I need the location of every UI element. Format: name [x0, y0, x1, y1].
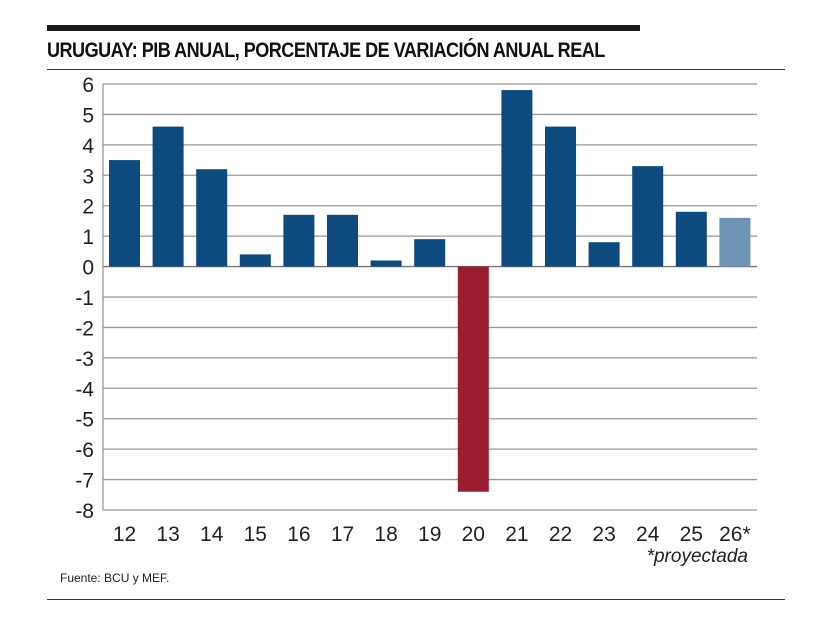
bar-24 — [632, 166, 664, 267]
x-tick-label: 23 — [592, 523, 615, 546]
x-tick-label: 24 — [636, 523, 660, 546]
y-tick-label: -6 — [75, 439, 94, 462]
bar-22 — [545, 126, 576, 267]
bottom-rule — [47, 599, 785, 600]
y-tick-label: -3 — [75, 348, 94, 371]
y-tick-label: -2 — [75, 317, 94, 340]
y-tick-label: 5 — [82, 104, 94, 127]
bar-15 — [239, 254, 271, 267]
bar-16 — [283, 214, 315, 267]
header-bar — [47, 25, 640, 31]
x-tick-label: 13 — [156, 523, 179, 546]
bar-19 — [414, 239, 446, 267]
y-tick-label: 3 — [82, 165, 94, 188]
title-rule — [47, 69, 785, 70]
x-tick-label: 21 — [505, 523, 528, 546]
bar-23 — [588, 242, 620, 267]
bar-14 — [196, 169, 228, 267]
x-tick-label: 17 — [331, 523, 354, 546]
chart-title: URUGUAY: PIB ANUAL, PORCENTAJE DE VARIAC… — [47, 39, 605, 62]
x-tick-label: 20 — [462, 523, 485, 546]
y-tick-label: 4 — [82, 135, 94, 158]
y-tick-label: 0 — [82, 257, 94, 280]
x-tick-label: 18 — [374, 523, 397, 546]
source-note: Fuente: BCU y MEF. — [60, 571, 170, 585]
x-tick-label: 15 — [244, 523, 267, 546]
bar-21 — [501, 90, 533, 267]
y-tick-label: -1 — [75, 287, 94, 310]
bar-20 — [457, 266, 489, 492]
x-tick-label: 26* — [719, 523, 751, 546]
bar-25 — [675, 211, 707, 267]
x-tick-label: 25 — [680, 523, 703, 546]
y-tick-label: 6 — [82, 74, 94, 97]
bar-12 — [109, 160, 140, 267]
bar-17 — [327, 214, 358, 267]
y-tick-label: -8 — [75, 500, 94, 523]
projection-note: *proyectada — [647, 546, 748, 567]
bar-13 — [152, 126, 184, 267]
y-tick-label: 2 — [82, 196, 94, 219]
x-tick-label: 22 — [549, 523, 572, 546]
y-tick-label: -4 — [75, 378, 94, 401]
bar-18 — [370, 260, 402, 267]
x-tick-label: 12 — [113, 523, 136, 546]
x-tick-label: 19 — [418, 523, 441, 546]
bar-26 — [719, 217, 751, 267]
y-tick-label: -7 — [75, 470, 94, 493]
x-tick-label: 14 — [200, 523, 224, 546]
y-tick-label: -5 — [75, 409, 94, 432]
y-tick-label: 1 — [82, 226, 94, 249]
x-tick-label: 16 — [287, 523, 310, 546]
